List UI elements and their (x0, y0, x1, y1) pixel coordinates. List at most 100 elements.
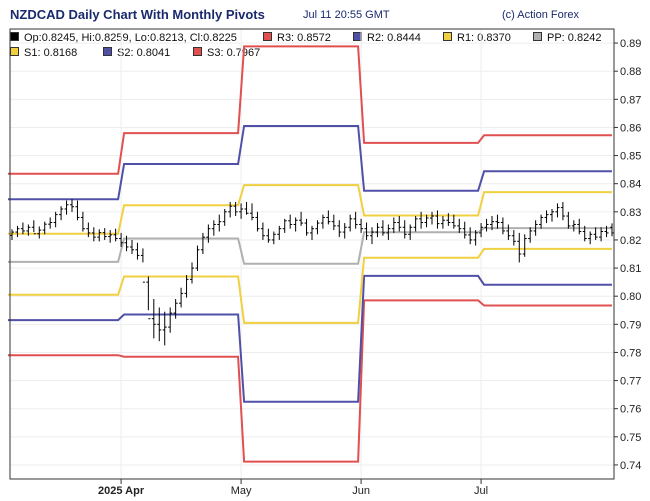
y-tick-label: 0.80 (620, 291, 641, 303)
y-tick-label: 0.85 (620, 151, 641, 163)
ohlc-bar (233, 201, 238, 217)
chart-axes: 0.74 0.75 0.76 0.77 0.78 0.79 0.80 0.81 0.82 0.83… (9, 28, 641, 497)
ohlc-bar (200, 232, 205, 254)
ohlc-bar (495, 214, 500, 229)
ohlc-bar (310, 225, 314, 240)
ohlc-bar (353, 211, 358, 229)
y-tick-label: 0.79 (620, 319, 641, 331)
ohlc-bar (457, 218, 462, 233)
ohlc-bar (113, 228, 118, 242)
ohlc-bar (53, 211, 58, 228)
ohlc-bar (490, 216, 494, 231)
ohlc-bar (86, 222, 91, 238)
y-tick-label: 0.78 (620, 347, 641, 359)
ohlc-bar (506, 224, 511, 240)
pivot-line-s1 (8, 247, 612, 324)
ohlc-bar (108, 230, 113, 243)
ohlc-bar (402, 220, 407, 239)
ohlc-bar (468, 227, 473, 245)
legend-swatch-r1 (443, 32, 452, 41)
ohlc-bar (386, 224, 391, 240)
ohlc-bar (184, 275, 189, 298)
ohlc-bar (539, 214, 544, 229)
pivot-lines (8, 45, 612, 463)
ohlc-bar (435, 210, 440, 229)
ohlc-bar (419, 211, 424, 229)
ohlc-bar (211, 220, 216, 236)
ohlc-bar (173, 299, 178, 319)
x-tick-label: Jul (474, 485, 488, 497)
ohlc-bar (228, 201, 233, 218)
ohlc-bar (299, 211, 304, 226)
ohlc-bar (610, 223, 614, 237)
legend-label-r3: R3: 0.8572 (277, 32, 331, 44)
y-tick-label: 0.83 (620, 207, 641, 219)
ohlc-bar (206, 224, 211, 243)
legend-item-r1: R1: 0.8370 (443, 32, 511, 44)
ohlc-bar (331, 214, 336, 231)
ohlc-bar (391, 217, 396, 233)
ohlc-bar (577, 218, 582, 235)
y-tick-label: 0.76 (620, 404, 641, 416)
ohlc-bar (124, 235, 129, 252)
ohlc-bar (151, 299, 156, 339)
ohlc-bar (473, 230, 478, 246)
ohlc-bar (566, 211, 571, 229)
ohlc-bar (102, 228, 107, 240)
ohlc-bar (70, 199, 74, 212)
ohlc-bar (604, 225, 609, 238)
ohlc-bar (375, 223, 380, 238)
ohlc-bar (91, 227, 96, 242)
ohlc-bar (48, 217, 53, 229)
ohlc-bar (430, 211, 434, 225)
ohlc-bar (250, 203, 254, 221)
ohlc-bar (359, 218, 364, 233)
y-tick-label: 0.86 (620, 122, 641, 134)
ohlc-bar (370, 227, 374, 245)
ohlc-bar (42, 221, 47, 235)
ohlc-bar (271, 231, 276, 245)
y-tick-label: 0.77 (620, 376, 641, 388)
ohlc-bar (239, 203, 244, 219)
ohlc-bar (408, 224, 413, 240)
y-tick-label: 0.82 (620, 235, 641, 247)
ohlc-bar (533, 220, 538, 236)
ohlc-bar (59, 206, 64, 221)
y-tick-label: 0.75 (620, 432, 641, 444)
legend-label-ohlc: Op:0.8245, Hi:0.8259, Lo:0.8213, Cl:0.82… (24, 32, 237, 44)
legend-item-s2: S2: 0.8041 (103, 47, 170, 59)
ohlc-bar (157, 307, 162, 342)
ohlc-bar (217, 214, 222, 232)
pivot-line-r1 (8, 184, 612, 235)
ohlc-bar (342, 223, 347, 239)
pivot-line-r3 (8, 45, 612, 175)
ohlc-bar (440, 216, 445, 229)
ohlc-bar (168, 307, 173, 333)
ohlc-bar (380, 220, 385, 236)
legend-label-s3: S3: 0.7967 (207, 47, 261, 59)
legend-label-r2: R2: 0.8444 (367, 32, 421, 44)
ohlc-bar (484, 218, 489, 232)
ohlc-bar (222, 209, 227, 226)
ohlc-bar (282, 218, 287, 233)
ohlc-bar (304, 218, 309, 236)
y-tick-label: 0.81 (620, 263, 641, 275)
ohlc-bar (528, 227, 533, 243)
ohlc-bar (522, 234, 527, 257)
y-tick-label: 0.74 (620, 460, 641, 472)
ohlc-bar (555, 203, 560, 218)
ohlc-bar (424, 214, 429, 228)
ohlc-bar (26, 224, 31, 236)
ohlc-bar (337, 220, 342, 238)
ohlc-bar (64, 200, 69, 215)
legend-label-s1: S1: 0.8168 (24, 47, 78, 59)
ohlc-bar (479, 223, 484, 238)
ohlc-bar (348, 214, 353, 232)
x-tick-label: Jun (352, 485, 370, 497)
ohlc-bar (517, 232, 522, 263)
ohlc-bar (75, 200, 80, 221)
ohlc-bar (195, 245, 200, 271)
ohlc-bar (37, 226, 42, 239)
ohlc-bar (320, 214, 325, 229)
